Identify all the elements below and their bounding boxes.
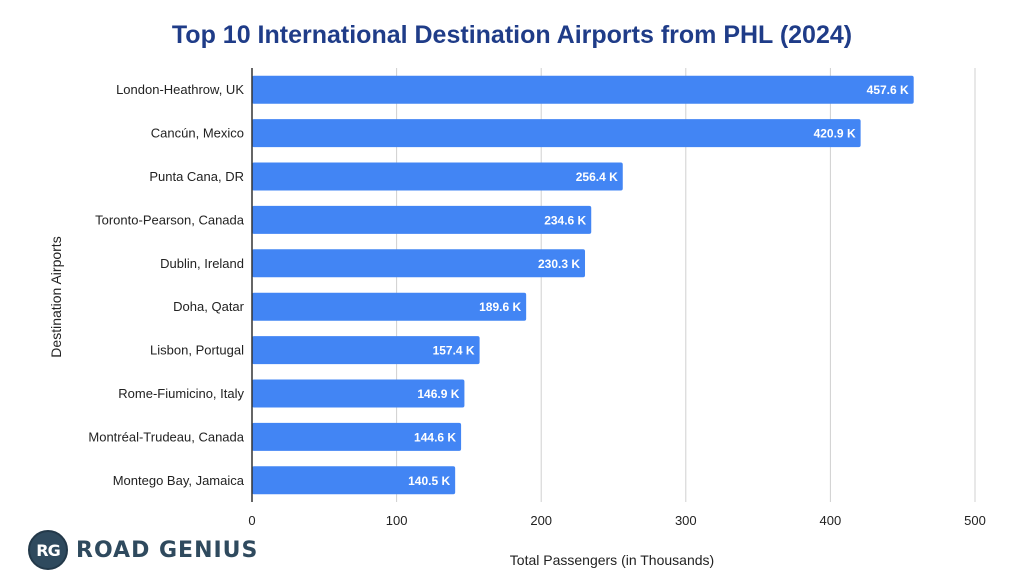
category-label: Toronto-Pearson, Canada <box>95 212 245 227</box>
category-label: Doha, Qatar <box>173 299 244 314</box>
bar <box>252 422 462 451</box>
x-tick-label: 400 <box>820 513 842 528</box>
road-genius-logo: RG ROAD GENIUS <box>28 528 258 572</box>
data-label: 157.4 K <box>433 344 475 358</box>
bar <box>252 119 861 148</box>
bar <box>252 336 480 365</box>
category-label: Montego Bay, Jamaica <box>113 473 245 488</box>
category-label: Lisbon, Portugal <box>150 343 244 358</box>
data-label: 420.9 K <box>814 127 856 141</box>
category-label: Montréal-Trudeau, Canada <box>88 429 244 444</box>
logo-badge-icon: RG <box>28 530 68 570</box>
bar <box>252 205 592 234</box>
chart-title: Top 10 International Destination Airport… <box>172 21 852 49</box>
category-label: Rome-Fiumicino, Italy <box>118 386 244 401</box>
data-label: 146.9 K <box>417 387 459 401</box>
data-label: 230.3 K <box>538 257 580 271</box>
category-label: Cancún, Mexico <box>151 126 244 141</box>
category-labels: London-Heathrow, UK Cancún, Mexico Punta C… <box>88 82 244 488</box>
logo-wordmark: ROAD GENIUS <box>76 537 259 563</box>
x-tick-label: 300 <box>675 513 697 528</box>
bar <box>252 466 456 495</box>
data-label: 140.5 K <box>408 474 450 488</box>
data-label: 189.6 K <box>479 300 521 314</box>
x-tick-label: 500 <box>964 513 986 528</box>
bars: 457.6 K 420.9 K 256.4 K 234.6 K 230.3 K 189.6… <box>252 75 914 495</box>
bar <box>252 292 527 321</box>
bar <box>252 75 914 104</box>
data-label: 234.6 K <box>544 213 586 227</box>
bar <box>252 379 465 408</box>
y-axis-title: Destination Airports <box>48 236 64 357</box>
x-tick-label: 200 <box>530 513 552 528</box>
category-label: Dublin, Ireland <box>160 256 244 271</box>
x-axis-title: Total Passengers (in Thousands) <box>510 552 714 568</box>
x-tick-label: 0 <box>248 513 255 528</box>
category-label: Punta Cana, DR <box>149 169 244 184</box>
data-label: 144.6 K <box>414 430 456 444</box>
bar <box>252 162 623 191</box>
x-tick-label: 100 <box>386 513 408 528</box>
bar <box>252 249 586 278</box>
data-label: 256.4 K <box>576 170 618 184</box>
data-label: 457.6 K <box>867 83 909 97</box>
x-tick-labels: 0 100 200 300 400 500 <box>248 513 985 528</box>
category-label: London-Heathrow, UK <box>116 82 244 97</box>
